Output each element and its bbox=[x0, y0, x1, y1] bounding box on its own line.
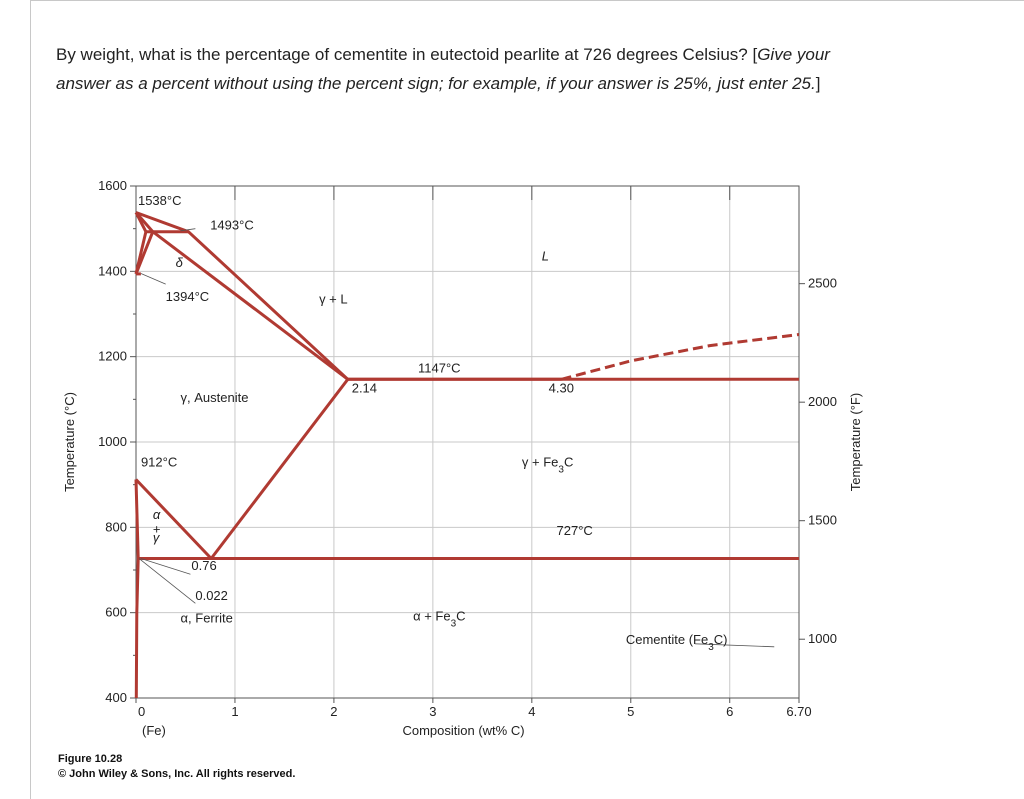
annotation-20: Cementite (Fe3C) bbox=[626, 632, 728, 653]
content-frame-top bbox=[30, 0, 1024, 1]
annotation-14: γ bbox=[153, 530, 161, 545]
question-text: By weight, what is the percentage of cem… bbox=[56, 40, 886, 98]
phase-boundary-9 bbox=[210, 378, 349, 560]
question-intro: By weight, what is the percentage of cem… bbox=[56, 45, 758, 64]
leader-line-2 bbox=[140, 558, 191, 575]
y2-tick-label-3: 2500 bbox=[808, 276, 837, 291]
leader-line-3 bbox=[138, 558, 196, 604]
phase-boundary-4 bbox=[151, 230, 349, 381]
phase-boundary-10 bbox=[134, 478, 213, 560]
annotation-0: 1538°C bbox=[138, 193, 182, 208]
x-tick-label-0: 0 bbox=[138, 704, 145, 719]
y-tick-label-6: 1600 bbox=[98, 178, 127, 193]
copyright-notice: © John Wiley & Sons, Inc. All rights res… bbox=[58, 768, 296, 780]
annotation-16: 0.76 bbox=[191, 558, 216, 573]
annotation-3: L bbox=[542, 249, 549, 264]
annotation-7: 2.14 bbox=[352, 381, 377, 396]
question-hint: Give your answer as a percent without us… bbox=[56, 45, 830, 93]
x-axis-label: Composition (wt% C) bbox=[402, 723, 524, 738]
y-tick-label-3: 1000 bbox=[98, 434, 127, 449]
x-tick-label-1: 1 bbox=[231, 704, 238, 719]
y2-axis-label: Temperature (°F) bbox=[848, 393, 863, 491]
annotation-19: α + Fe3C bbox=[413, 608, 465, 629]
question-closing: ] bbox=[815, 74, 821, 93]
leader-line-4 bbox=[695, 643, 775, 648]
y-tick-label-1: 600 bbox=[105, 605, 127, 620]
leader-line-1 bbox=[140, 273, 166, 285]
y2-tick-label-1: 1500 bbox=[808, 513, 837, 528]
annotation-17: 0.022 bbox=[195, 588, 228, 603]
annotation-8: 4.30 bbox=[549, 381, 574, 396]
phase-boundary-13 bbox=[134, 558, 140, 699]
y-tick-label-5: 1400 bbox=[98, 263, 127, 278]
y-tick-label-4: 1200 bbox=[98, 349, 127, 364]
phase-boundary-11 bbox=[134, 479, 140, 559]
annotation-4: 1394°C bbox=[166, 289, 210, 304]
y2-tick-label-0: 1000 bbox=[808, 631, 837, 646]
phase-boundary-1 bbox=[134, 211, 154, 233]
x-tick-label-5: 5 bbox=[627, 704, 634, 719]
phase-boundary-14 bbox=[561, 333, 800, 381]
y-tick-label-0: 400 bbox=[105, 690, 127, 705]
x-tick-label-2: 2 bbox=[330, 704, 337, 719]
figure-caption: Figure 10.28 © John Wiley & Sons, Inc. A… bbox=[58, 752, 295, 782]
x-tick-label-6: 6 bbox=[726, 704, 733, 719]
phase-boundary-6 bbox=[134, 231, 155, 275]
x-tick-label-7: 6.70 bbox=[786, 704, 811, 719]
annotation-15: 727°C bbox=[557, 523, 593, 538]
annotation-6: 1147°C bbox=[418, 360, 461, 375]
annotation-5: γ + L bbox=[319, 291, 348, 306]
y-tick-label-2: 800 bbox=[105, 519, 127, 534]
annotation-12: α bbox=[153, 507, 161, 522]
y-axis-label: Temperature (°C) bbox=[62, 392, 77, 492]
annotation-11: γ + Fe3C bbox=[522, 455, 573, 476]
annotation-2: δ bbox=[176, 255, 184, 270]
x-tick-label-3: 3 bbox=[429, 704, 436, 719]
x-origin-label: (Fe) bbox=[142, 723, 166, 738]
leader-line-0 bbox=[180, 228, 196, 232]
content-frame-left bbox=[30, 0, 31, 799]
annotation-9: γ, Austenite bbox=[181, 390, 249, 405]
annotation-13: + bbox=[153, 521, 161, 536]
y2-tick-label-2: 2000 bbox=[808, 394, 837, 409]
annotation-18: α, Ferrite bbox=[181, 610, 233, 625]
annotation-10: 912°C bbox=[141, 455, 177, 470]
x-tick-label-4: 4 bbox=[528, 704, 535, 719]
figure-number: Figure 10.28 bbox=[58, 753, 123, 765]
annotation-1: 1493°C bbox=[210, 218, 254, 233]
